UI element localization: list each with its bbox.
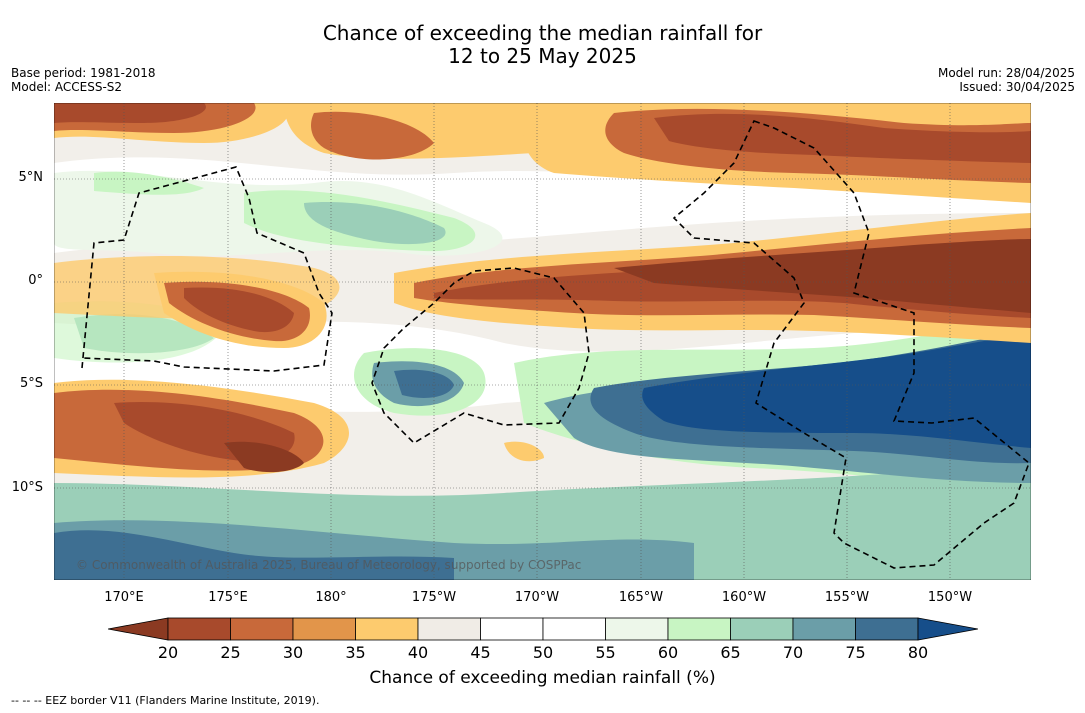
colorbar-segment — [167, 617, 231, 641]
lon-label-155w: 155°W — [824, 590, 870, 605]
model-text: Model: ACCESS-S2 — [11, 80, 123, 94]
lon-label-175w: 175°W — [411, 590, 457, 605]
issued-text: Issued: 30/04/2025 — [959, 80, 1075, 94]
colorbar-segment — [230, 617, 294, 641]
colorbar-tick-label: 25 — [220, 643, 241, 662]
copyright-text: © Commonwealth of Australia 2025, Bureau… — [76, 558, 582, 572]
colorbar-tick-label: 45 — [470, 643, 491, 662]
map-gridlines — [54, 103, 1031, 580]
lat-label-5n: 5°N — [18, 170, 44, 185]
eez-borders — [81, 120, 1030, 569]
colorbar-segment — [480, 617, 544, 641]
colorbar-segment — [292, 617, 356, 641]
lon-label-165w: 165°W — [618, 590, 664, 605]
lon-label-180: 180° — [315, 590, 347, 605]
lon-label-175e: 175°E — [208, 590, 248, 605]
colorbar-segment — [667, 617, 731, 641]
colorbar-tick-label: 70 — [782, 643, 804, 662]
colorbar-segment — [605, 617, 669, 641]
rainfall-map — [54, 103, 1031, 580]
lat-label-5s: 5°S — [19, 376, 43, 391]
colorbar-segment — [355, 617, 419, 641]
colorbar-arrow-high — [917, 617, 978, 641]
colorbar-segment — [417, 617, 481, 641]
colorbar-label: Chance of exceeding median rainfall (%) — [369, 668, 716, 688]
model-run-text: Model run: 28/04/2025 — [937, 66, 1075, 80]
colorbar-tick-label: 40 — [407, 643, 429, 662]
colorbar-tick-label: 55 — [595, 643, 616, 662]
colorbar-tick-label: 65 — [720, 643, 741, 662]
colorbar-tick-label: 35 — [345, 643, 366, 662]
colorbar-segment — [730, 617, 794, 641]
lon-label-150w: 150°W — [927, 590, 973, 605]
chart-title-line1: Chance of exceeding the median rainfall … — [322, 21, 763, 45]
colorbar-segment — [542, 617, 606, 641]
colorbar-tick-label: 80 — [907, 643, 929, 662]
lat-label-0: 0° — [28, 273, 43, 288]
eez-footnote: -- -- -- EEZ border V11 (Flanders Marine… — [11, 694, 320, 707]
colorbar-segment — [855, 617, 919, 641]
colorbar-tick-label: 75 — [845, 643, 866, 662]
colorbar-tick-label: 30 — [282, 643, 304, 662]
lon-label-160w: 160°W — [721, 590, 767, 605]
rainfall-field — [54, 103, 1031, 580]
base-period-text: Base period: 1981-2018 — [11, 66, 156, 80]
colorbar-tick-label: 60 — [657, 643, 679, 662]
colorbar-tick-label: 50 — [532, 643, 554, 662]
colorbar — [108, 617, 978, 641]
lon-label-170w: 170°W — [514, 590, 560, 605]
colorbar-segment — [792, 617, 856, 641]
colorbar-arrow-low — [108, 617, 169, 641]
lon-label-170e: 170°E — [104, 590, 144, 605]
chart-title-line2: 12 to 25 May 2025 — [448, 44, 637, 68]
colorbar-tick-label: 20 — [157, 643, 179, 662]
lat-label-10s: 10°S — [11, 480, 43, 495]
